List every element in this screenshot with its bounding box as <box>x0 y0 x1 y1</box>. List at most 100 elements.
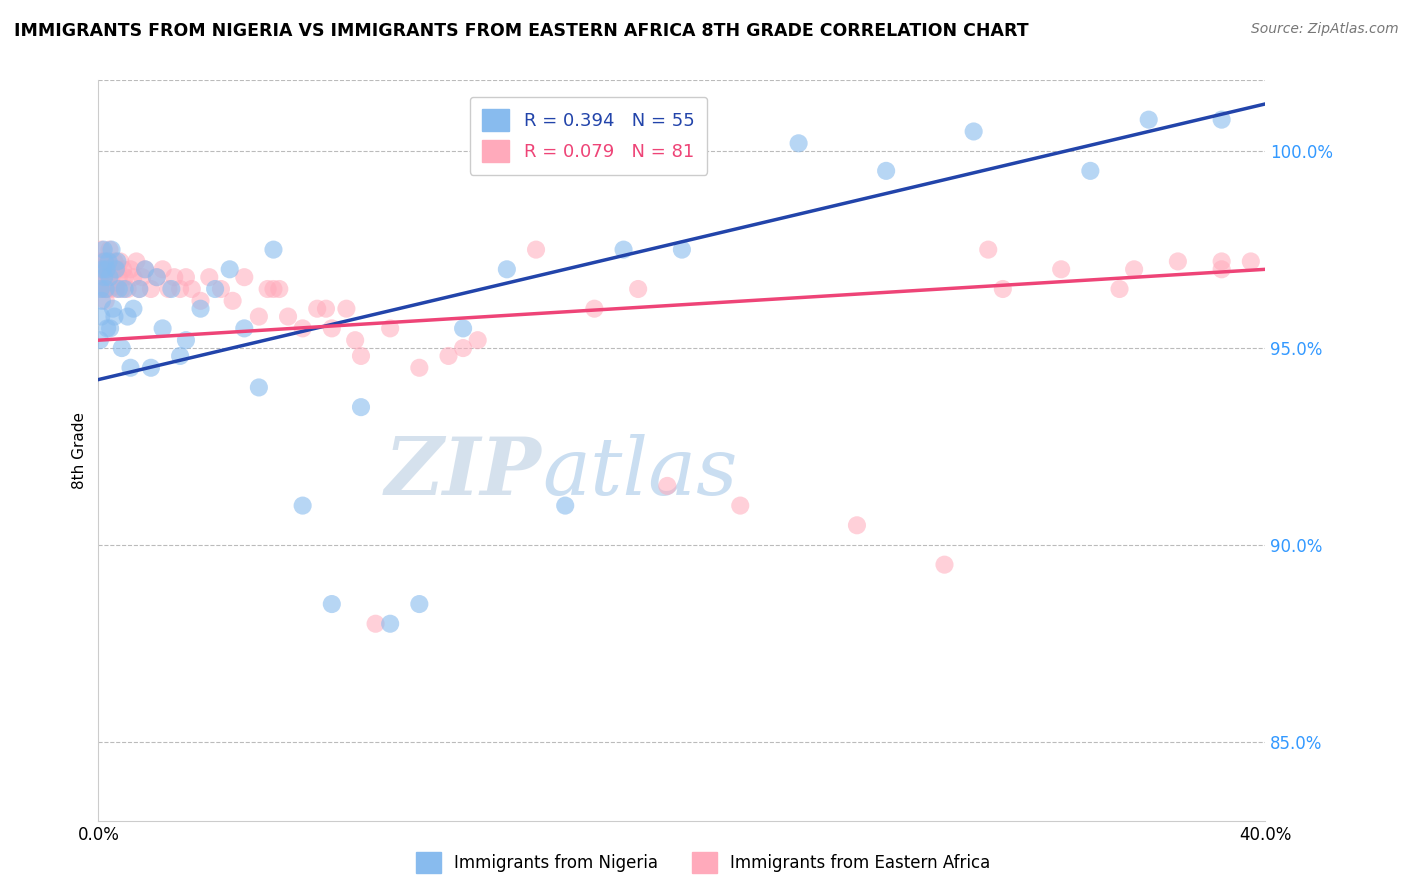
Point <box>269 282 291 296</box>
Point <box>100 270 122 285</box>
Point <box>93 243 115 257</box>
Point <box>101 301 124 316</box>
Point <box>105 254 128 268</box>
Point <box>97 270 120 285</box>
Point <box>218 262 240 277</box>
Point <box>198 270 221 285</box>
Point <box>96 282 118 296</box>
Point <box>787 136 810 151</box>
Point <box>100 243 122 257</box>
Point <box>122 270 145 285</box>
Point <box>93 270 115 285</box>
Point <box>1211 254 1233 268</box>
Point <box>134 262 156 277</box>
Point <box>97 254 120 268</box>
Point <box>335 301 357 316</box>
Text: Source: ZipAtlas.com: Source: ZipAtlas.com <box>1251 22 1399 37</box>
Point <box>157 282 180 296</box>
Point <box>96 262 118 277</box>
Legend: R = 0.394   N = 55, R = 0.079   N = 81: R = 0.394 N = 55, R = 0.079 N = 81 <box>470 96 707 175</box>
Point <box>380 616 402 631</box>
Text: atlas: atlas <box>541 434 737 511</box>
Point <box>233 321 256 335</box>
Point <box>291 321 314 335</box>
Point <box>122 301 145 316</box>
Point <box>131 270 153 285</box>
Point <box>1137 112 1160 127</box>
Point <box>111 341 134 355</box>
Point <box>163 270 186 285</box>
Point <box>91 282 114 296</box>
Point <box>180 282 202 296</box>
Legend: Immigrants from Nigeria, Immigrants from Eastern Africa: Immigrants from Nigeria, Immigrants from… <box>409 846 997 880</box>
Point <box>451 321 474 335</box>
Point <box>104 282 127 296</box>
Text: IMMIGRANTS FROM NIGERIA VS IMMIGRANTS FROM EASTERN AFRICA 8TH GRADE CORRELATION : IMMIGRANTS FROM NIGERIA VS IMMIGRANTS FR… <box>14 22 1029 40</box>
Point <box>263 243 285 257</box>
Point <box>846 518 869 533</box>
Point <box>496 262 519 277</box>
Point <box>103 310 125 324</box>
Point <box>111 282 134 296</box>
Point <box>90 293 112 308</box>
Point <box>344 333 367 347</box>
Point <box>209 282 232 296</box>
Point <box>247 380 270 394</box>
Point <box>991 282 1014 296</box>
Point <box>204 282 226 296</box>
Point <box>103 254 125 268</box>
Point <box>108 270 131 285</box>
Point <box>89 254 111 268</box>
Point <box>93 282 115 296</box>
Point <box>730 499 752 513</box>
Point <box>1108 282 1130 296</box>
Point <box>380 321 402 335</box>
Point <box>110 254 132 268</box>
Point <box>671 243 693 257</box>
Point <box>934 558 956 572</box>
Point <box>96 262 118 277</box>
Point <box>146 270 169 285</box>
Point <box>277 310 299 324</box>
Point <box>408 360 430 375</box>
Point <box>190 301 212 316</box>
Point <box>321 321 343 335</box>
Point <box>169 282 191 296</box>
Point <box>104 262 127 277</box>
Point <box>169 349 191 363</box>
Point <box>174 333 197 347</box>
Point <box>139 282 162 296</box>
Point <box>90 262 112 277</box>
Point <box>613 243 636 257</box>
Point <box>583 301 606 316</box>
Point <box>96 321 118 335</box>
Point <box>134 262 156 277</box>
Point <box>152 321 174 335</box>
Point <box>875 164 897 178</box>
Point <box>128 282 150 296</box>
Point <box>467 333 489 347</box>
Point <box>89 333 111 347</box>
Point <box>114 270 136 285</box>
Point <box>94 282 117 296</box>
Y-axis label: 8th Grade: 8th Grade <box>72 412 87 489</box>
Point <box>174 270 197 285</box>
Point <box>350 400 373 414</box>
Point <box>112 262 135 277</box>
Point <box>221 293 243 308</box>
Point <box>1167 254 1189 268</box>
Point <box>1211 262 1233 277</box>
Point <box>962 124 984 138</box>
Point <box>94 293 117 308</box>
Point <box>91 262 114 277</box>
Point <box>307 301 329 316</box>
Point <box>97 254 120 268</box>
Point <box>315 301 337 316</box>
Point <box>90 243 112 257</box>
Point <box>451 341 474 355</box>
Point <box>364 616 387 631</box>
Point <box>117 282 139 296</box>
Point <box>108 282 131 296</box>
Point <box>657 479 679 493</box>
Point <box>247 310 270 324</box>
